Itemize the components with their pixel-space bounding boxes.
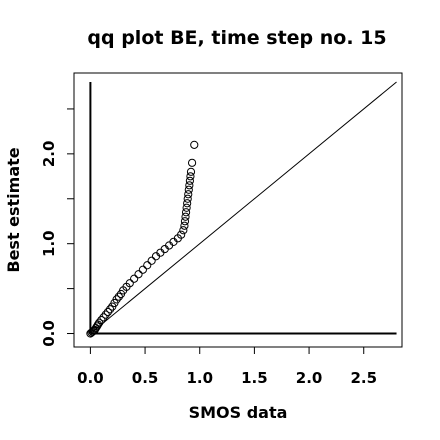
y-tick-label: 2.0 — [40, 141, 58, 168]
data-point — [181, 208, 191, 217]
data-point — [177, 230, 186, 239]
data-point — [101, 310, 110, 319]
y-axis-label: Best estimate — [4, 147, 23, 272]
reference-lines — [89, 81, 397, 335]
data-point — [114, 292, 123, 301]
data-point — [190, 140, 199, 149]
y-tick-label: 1.0 — [40, 230, 58, 257]
data-point — [180, 217, 190, 226]
data-point — [183, 194, 192, 203]
data-point — [95, 318, 104, 327]
data-point — [105, 305, 115, 314]
data-point — [103, 307, 112, 317]
data-point — [184, 185, 193, 194]
x-tick-label: 2.5 — [350, 369, 377, 387]
data-point — [184, 190, 193, 199]
x-axis: 0.0 0.5 1.0 1.5 2.0 2.5 — [77, 346, 377, 387]
y-axis: 0.0 1.0 2.0 — [40, 108, 75, 347]
data-point — [185, 176, 194, 185]
data-point — [181, 212, 190, 221]
plot-frame — [73, 72, 403, 348]
data-point — [138, 265, 147, 274]
y-tick-label: 0.0 — [40, 320, 58, 347]
chart-title: qq plot BE, time step no. 15 — [87, 27, 386, 49]
data-point — [147, 256, 156, 265]
x-tick-label: 1.5 — [241, 369, 268, 387]
data-point — [97, 315, 106, 325]
data-point — [186, 167, 196, 176]
x-axis-label: SMOS data — [189, 403, 288, 422]
x-tick-label: 0.5 — [132, 369, 159, 387]
data-point — [134, 270, 143, 279]
data-points — [86, 140, 199, 338]
data-point — [112, 295, 121, 304]
data-point — [182, 203, 191, 212]
data-point — [125, 279, 134, 288]
identity-line — [90, 81, 397, 334]
data-point — [143, 261, 152, 270]
data-point — [99, 313, 108, 322]
data-point — [187, 158, 197, 167]
data-point — [180, 221, 189, 230]
data-point — [130, 274, 139, 283]
x-tick-label: 0.0 — [77, 369, 104, 387]
data-point — [186, 172, 195, 181]
data-point — [185, 181, 194, 190]
x-tick-label: 2.0 — [296, 369, 323, 387]
data-point — [179, 226, 188, 235]
x-tick-label: 1.0 — [186, 369, 213, 387]
data-point — [183, 199, 192, 208]
